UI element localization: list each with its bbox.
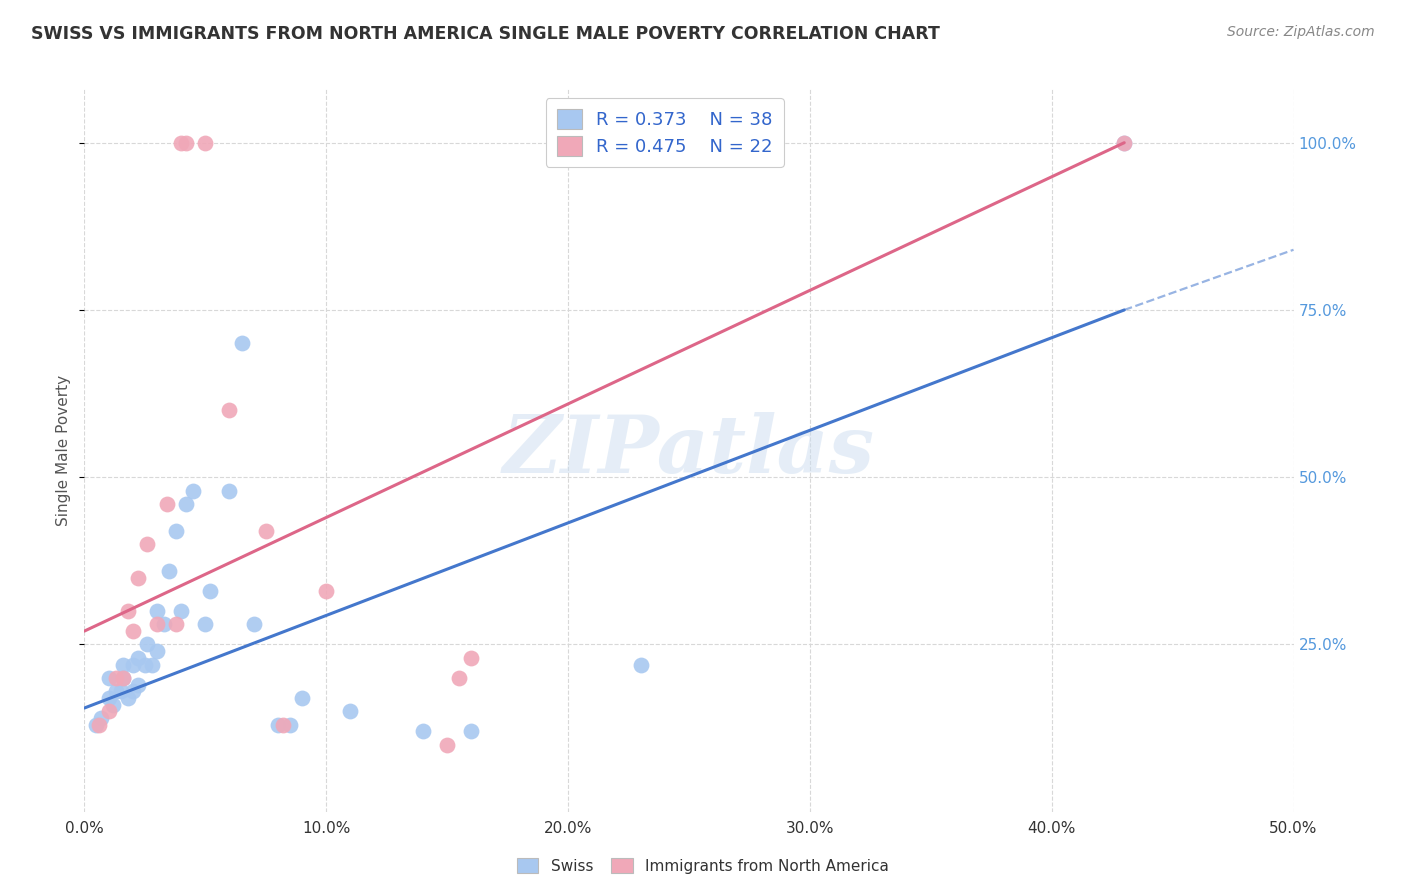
Point [412,724,434,739]
Point [117,604,139,618]
Point [141,657,163,672]
Point [110,684,132,698]
Point [194,136,217,150]
Point [1114,136,1136,150]
Text: ZIPatlas: ZIPatlas [503,412,875,489]
Point [146,617,169,632]
Point [194,617,217,632]
Point [97,690,120,705]
Point [97,705,120,719]
Point [121,624,143,639]
Point [1114,136,1136,150]
Point [103,698,125,712]
Point [218,483,240,498]
Point [153,617,176,632]
Point [86,717,108,731]
Point [117,690,139,705]
Point [97,671,120,685]
Point [339,705,361,719]
Point [449,671,471,685]
Point [267,717,290,731]
Point [112,671,135,685]
Point [436,738,458,752]
Point [315,584,337,599]
Point [271,717,294,731]
Point [157,564,180,578]
Point [136,637,159,651]
Point [460,724,482,739]
Point [134,657,156,672]
Point [165,617,187,632]
Point [198,584,221,599]
Point [181,483,204,498]
Point [254,524,277,538]
Y-axis label: Single Male Poverty: Single Male Poverty [56,375,72,526]
Point [87,717,110,731]
Point [218,403,240,417]
Point [242,617,264,632]
Point [170,604,193,618]
Point [104,671,127,685]
Point [174,136,197,150]
Point [291,690,314,705]
Point [146,604,169,618]
Point [112,671,135,685]
Text: SWISS VS IMMIGRANTS FROM NORTH AMERICA SINGLE MALE POVERTY CORRELATION CHART: SWISS VS IMMIGRANTS FROM NORTH AMERICA S… [31,25,939,43]
Point [136,537,159,551]
Point [90,711,112,725]
Point [112,657,135,672]
Point [630,657,652,672]
Point [278,717,301,731]
Point [165,524,187,538]
Point [174,497,197,511]
Point [121,657,143,672]
Legend: R = 0.373    N = 38, R = 0.475    N = 22: R = 0.373 N = 38, R = 0.475 N = 22 [546,98,783,167]
Point [460,651,482,665]
Point [127,678,149,692]
Text: Source: ZipAtlas.com: Source: ZipAtlas.com [1227,25,1375,39]
Point [231,336,253,351]
Point [104,684,127,698]
Point [170,136,193,150]
Point [121,684,143,698]
Point [127,651,149,665]
Legend: Swiss, Immigrants from North America: Swiss, Immigrants from North America [510,852,896,880]
Point [127,571,149,585]
Point [155,497,177,511]
Point [146,644,169,658]
